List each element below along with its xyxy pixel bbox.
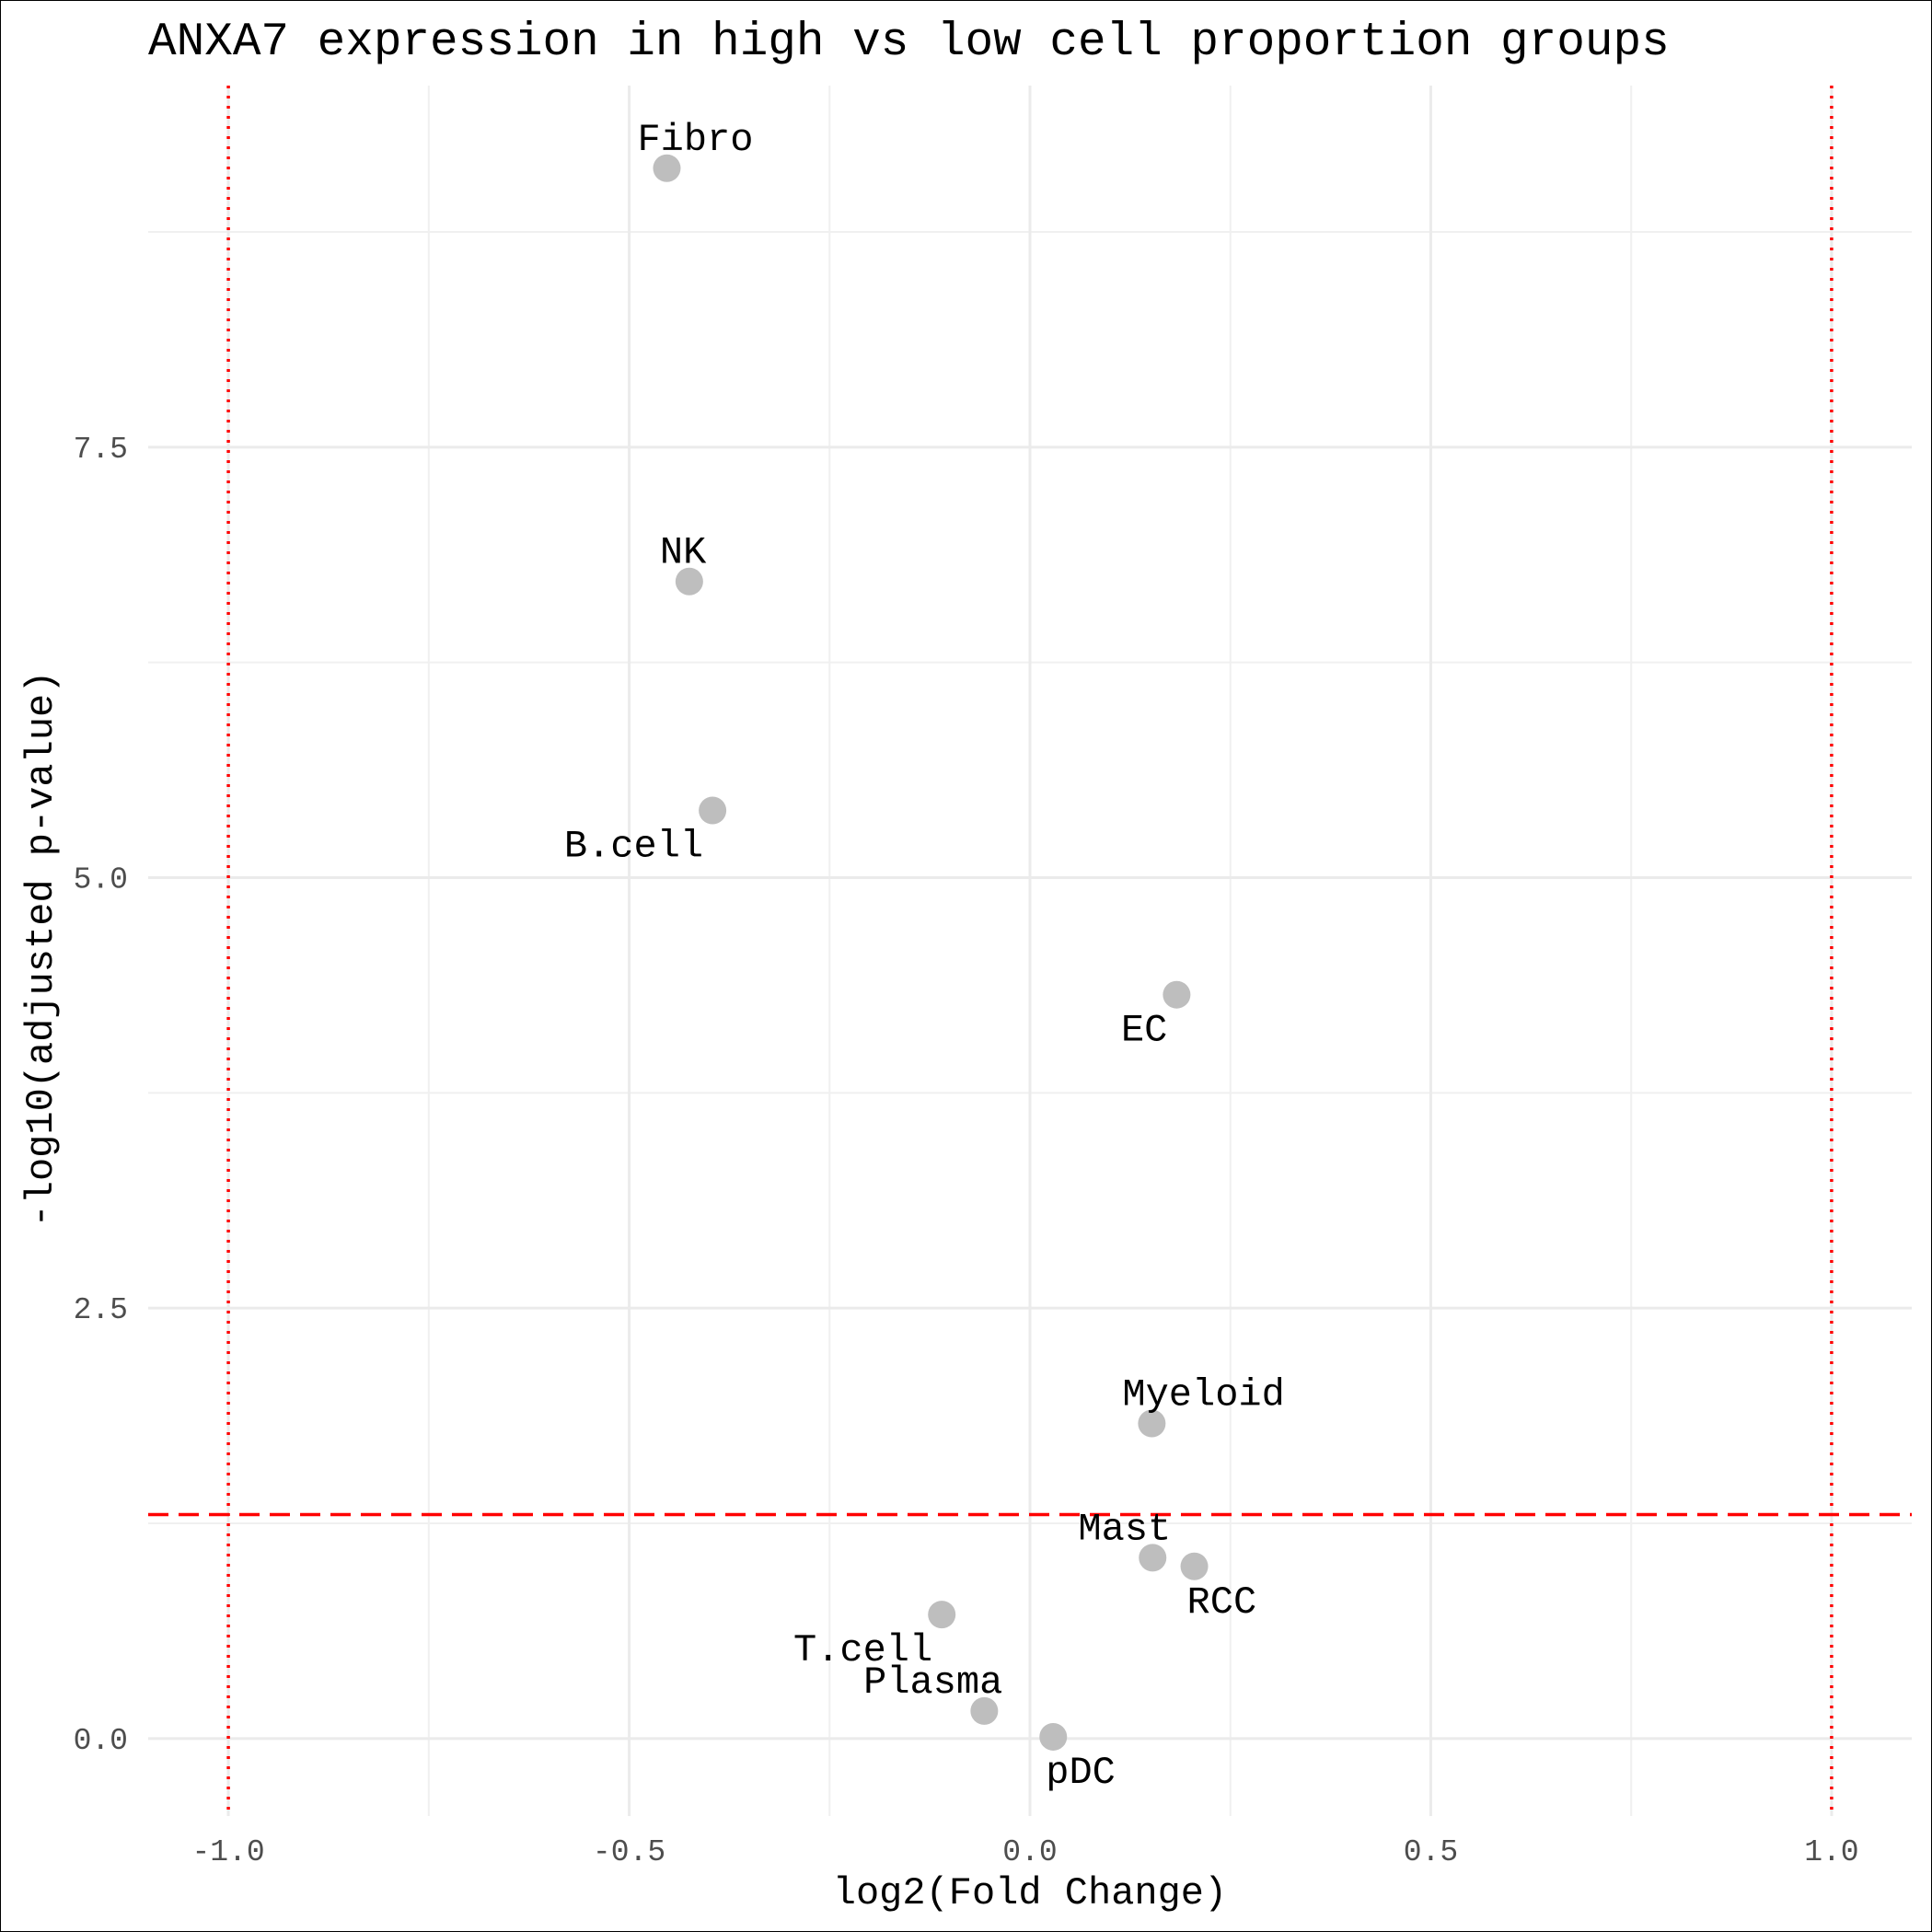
reference-lines bbox=[148, 86, 1912, 1816]
point-label: T.cell bbox=[793, 1628, 932, 1672]
x-tick-label: -0.5 bbox=[593, 1835, 665, 1869]
x-axis-ticks: -1.0 -0.5 0.0 0.5 1.0 bbox=[191, 1835, 1858, 1869]
data-point bbox=[1180, 1552, 1209, 1580]
y-axis-ticks: 0.0 2.5 5.0 7.5 bbox=[74, 433, 128, 1758]
data-point bbox=[928, 1601, 956, 1629]
point-label: Mast bbox=[1078, 1507, 1171, 1551]
y-axis-title: -log10(adjusted p-value) bbox=[19, 671, 64, 1228]
point-labels: Fibro NK B.cell EC Myeloid Mast RCC T.cellPlasm… bbox=[564, 118, 1285, 1795]
data-point bbox=[1139, 1544, 1167, 1572]
point-label: Myeloid bbox=[1122, 1372, 1284, 1417]
point-label: Fibro bbox=[637, 118, 753, 162]
data-point bbox=[1039, 1722, 1068, 1751]
data-points bbox=[653, 154, 1209, 1751]
point-label: RCC bbox=[1187, 1580, 1257, 1625]
y-tick-label: 0.0 bbox=[74, 1724, 128, 1758]
point-label: B.cell bbox=[564, 825, 703, 869]
y-tick-label: 7.5 bbox=[74, 433, 128, 467]
y-tick-label: 5.0 bbox=[74, 862, 128, 897]
x-tick-label: 0.0 bbox=[1002, 1835, 1057, 1869]
point-label: pDC bbox=[1046, 1751, 1116, 1795]
data-point bbox=[970, 1696, 999, 1725]
x-tick-label: -1.0 bbox=[191, 1835, 264, 1869]
point-label: NK bbox=[660, 531, 707, 575]
data-point bbox=[653, 154, 681, 182]
data-point bbox=[675, 567, 703, 596]
x-axis-title: log2(Fold Change) bbox=[833, 1871, 1227, 1915]
data-point bbox=[699, 796, 727, 825]
x-tick-label: 1.0 bbox=[1804, 1835, 1858, 1869]
point-label: Plasma bbox=[863, 1660, 1002, 1705]
point-label: EC bbox=[1121, 1009, 1167, 1053]
y-tick-label: 2.5 bbox=[74, 1293, 128, 1327]
major-grid bbox=[148, 86, 1912, 1816]
x-tick-label: 0.5 bbox=[1404, 1835, 1458, 1869]
data-point bbox=[1163, 980, 1191, 1009]
data-point bbox=[1138, 1409, 1166, 1438]
chart-title: ANXA7 expression in high vs low cell pro… bbox=[148, 17, 1670, 69]
